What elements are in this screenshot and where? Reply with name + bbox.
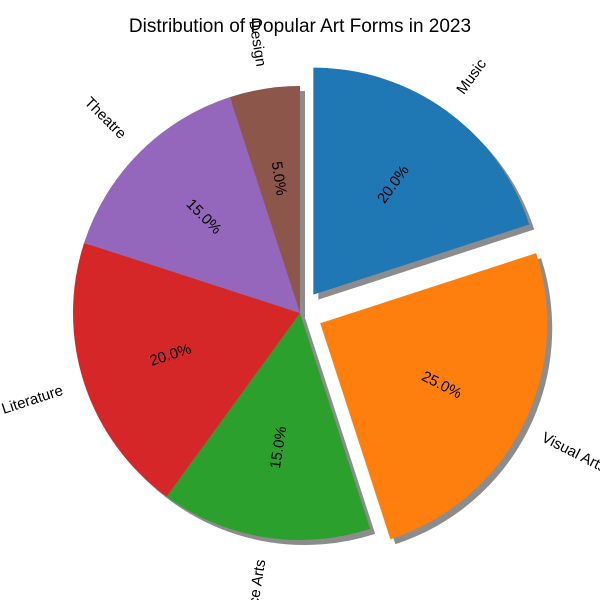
slice-category-label: Literature: [0, 382, 65, 418]
slice-percent-label: 15.0%: [267, 425, 290, 470]
pie-slice-theatre: [84, 97, 300, 313]
pie-slice-design: [229, 86, 300, 313]
pie-slice-music: [313, 67, 530, 295]
slice-category-label: Visual Arts: [539, 429, 600, 476]
chart-title: Distribution of Popular Art Forms in 202…: [129, 16, 471, 37]
slice-category-label: Music: [453, 56, 490, 98]
slice-layer: [72, 67, 548, 540]
pie-slice-performance-arts: [166, 313, 371, 540]
slice-percent-label: 5.0%: [268, 160, 290, 196]
pie-slice-visual-arts: [320, 253, 548, 540]
pie-slice-literature: [72, 242, 300, 497]
slice-category-label: Performance Arts: [234, 558, 269, 600]
slice-category-label: Theatre: [81, 94, 130, 143]
